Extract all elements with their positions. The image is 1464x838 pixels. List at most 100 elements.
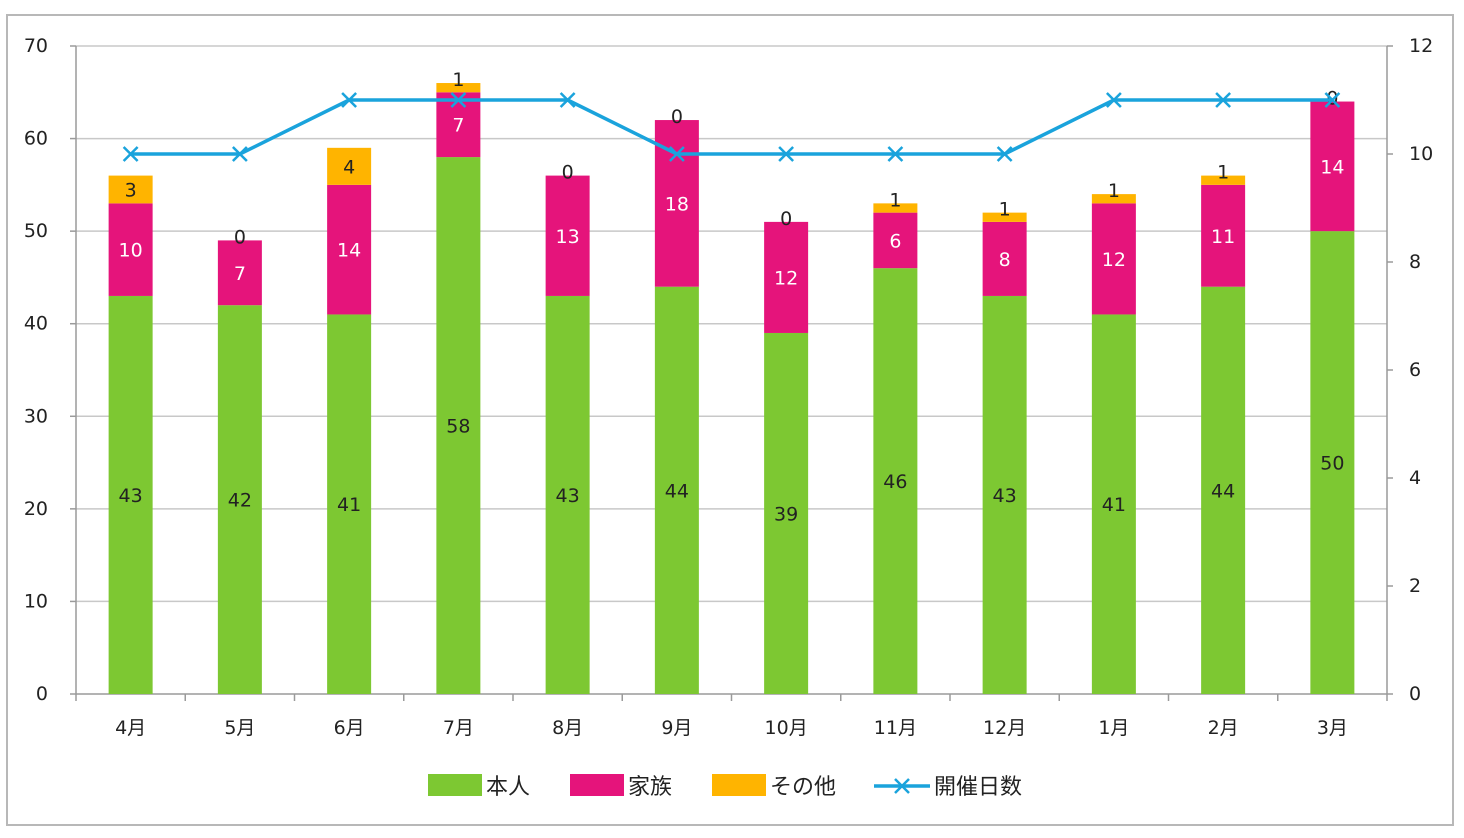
bar-segment [764,332,809,694]
line-marker [1324,92,1341,108]
data-label: 12 [1102,249,1126,271]
y-left-tick-label: 40 [24,313,48,335]
line-marker [450,92,467,108]
bar-segment [764,221,809,333]
data-label: 0 [780,208,792,230]
legend-swatch [570,774,624,796]
bar-segment [327,147,372,185]
line-series [122,92,1341,162]
x-category-label: 10月 [765,717,808,739]
y-right-tick-label: 4 [1409,467,1421,489]
y-left-tick-label: 50 [24,220,48,242]
data-label: 12 [774,267,798,289]
x-category-label: 5月 [224,717,255,739]
line-marker [1215,92,1232,108]
line-series-path [130,98,1333,156]
bar-segment [873,203,918,213]
data-label: 14 [1320,156,1344,178]
legend-label: 本人 [486,775,530,800]
bar-segment [217,305,262,694]
data-label: 58 [446,416,470,438]
x-category-label: 11月 [874,717,917,739]
line-marker [231,146,248,162]
data-label: 41 [337,494,361,516]
data-labels: 43 10 3 42 7 0 41 14 4 58 7 1 43 13 0 44 18 0 39 12 0 46 6 1 43 8… [119,69,1345,525]
data-label: 0 [562,162,574,184]
data-label: 11 [1211,226,1235,248]
y-left-tick-label: 70 [24,35,48,57]
data-label: 46 [883,471,907,493]
bar-segment [982,221,1027,296]
data-label: 0 [671,106,683,128]
bar-segment [873,212,918,269]
y-right-tick-label: 10 [1409,143,1433,165]
x-category-label: 2月 [1208,717,1239,739]
bar-segment [327,184,372,315]
bar-segment [436,83,481,93]
bar-segment [108,175,153,204]
bar-segment [436,157,481,695]
bar-segment [1091,314,1136,694]
data-label: 39 [774,503,798,525]
axes [70,45,1393,701]
data-label: 1 [1217,162,1229,184]
bar-segment [1310,101,1355,232]
data-label: 1 [1108,180,1120,202]
line-marker [341,92,358,108]
legend-marker [894,778,910,794]
data-label: 43 [119,485,143,507]
bar-segment [1310,231,1355,694]
legend-label: その他 [770,775,836,800]
y-right-tick-label: 8 [1409,251,1421,273]
bar-segment [1201,175,1246,185]
y-left-tick-label: 10 [24,590,48,612]
legend-label: 開催日数 [934,775,1022,800]
bars [108,83,1355,695]
data-label: 14 [337,240,361,262]
data-label: 6 [889,230,901,252]
data-label: 1 [452,69,464,91]
bar-segment [108,295,153,694]
bar-segment [1201,184,1246,287]
x-category-label: 6月 [334,717,365,739]
data-label: 13 [556,226,580,248]
bar-segment [1091,194,1136,204]
y-left-tick-label: 60 [24,128,48,150]
x-category-label: 12月 [983,717,1026,739]
data-label: 43 [556,485,580,507]
line-marker [778,146,795,162]
data-label: 44 [665,480,689,502]
data-label: 41 [1102,494,1126,516]
data-label: 1 [889,189,901,211]
data-label: 10 [119,240,143,262]
line-marker [668,146,685,162]
data-label: 42 [228,490,252,512]
bar-segment [654,286,699,694]
bar-segment [436,92,481,158]
legend: 本人 家族 その他 開催日数 [428,774,1022,800]
bar-segment [108,203,153,296]
data-label: 7 [234,263,246,285]
legend-label: 家族 [628,775,672,800]
legend-swatch [712,774,766,796]
data-label: 43 [993,485,1017,507]
data-label: 0 [234,226,246,248]
x-category-label: 4月 [115,717,146,739]
gridlines [76,45,1387,695]
line-marker [996,146,1013,162]
data-label: 4 [343,156,355,178]
data-label: 18 [665,193,689,215]
data-label: 50 [1320,453,1344,475]
bar-segment [873,268,918,694]
x-category-label: 7月 [443,717,474,739]
data-label: 8 [999,249,1011,271]
x-category-label: 9月 [661,717,692,739]
data-label: 7 [452,115,464,137]
data-label: 3 [125,179,137,201]
line-marker [122,146,139,162]
bar-segment [1091,203,1136,315]
x-category-label: 8月 [552,717,583,739]
bar-segment [1201,286,1246,694]
